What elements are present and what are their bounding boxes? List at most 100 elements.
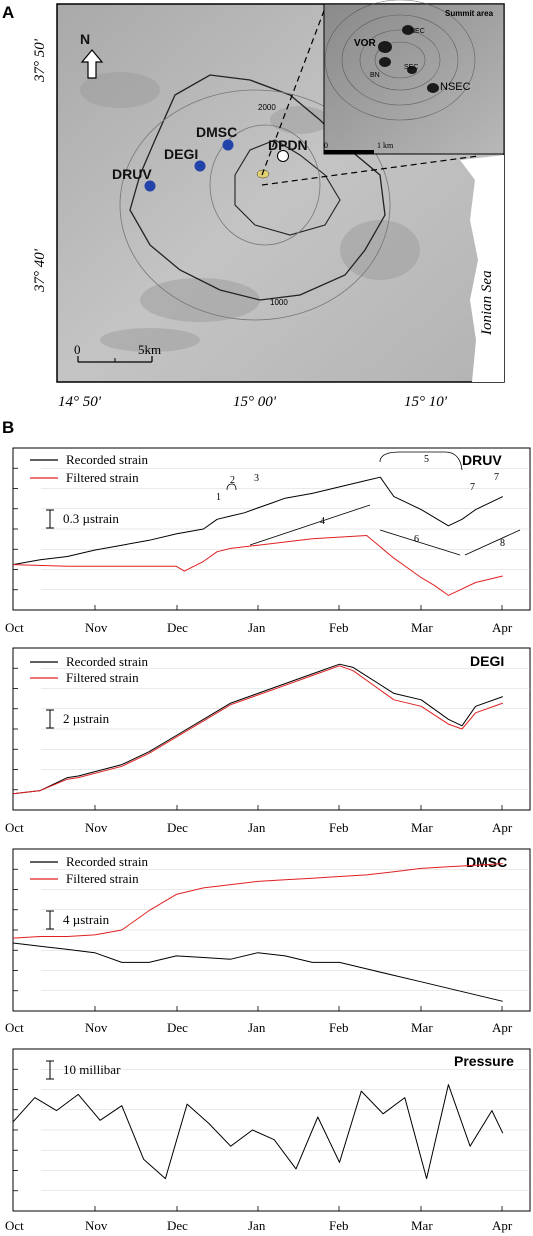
station-dmsc-label: DMSC xyxy=(196,124,237,140)
scale-end: 5km xyxy=(138,342,161,357)
terrain-shading xyxy=(80,72,420,352)
contour-2000 xyxy=(209,124,321,246)
panel-label-a: A xyxy=(2,3,14,22)
x-tick-label: Feb xyxy=(329,820,349,835)
series-pressure xyxy=(12,1084,504,1180)
x-tick-label: Dec xyxy=(167,1020,188,1035)
contour-label-2000: 2000 xyxy=(258,103,276,112)
lava-field-boundary xyxy=(129,74,386,301)
x-tick-label: Oct xyxy=(5,1020,24,1035)
panel-label-b: B xyxy=(2,418,14,437)
event-brace-2 xyxy=(226,483,237,491)
x-tick-label: Jan xyxy=(248,620,266,635)
event-label-6: 6 xyxy=(414,534,419,545)
x-tick-label: Dec xyxy=(167,620,188,635)
x-tick-label: Nov xyxy=(85,820,108,835)
legend-dmsc: Recorded strain Filtered strain xyxy=(30,854,148,886)
station-dpdn-marker xyxy=(277,150,289,162)
event-label-5: 5 xyxy=(424,454,429,465)
scale-label: 4 µstrain xyxy=(63,912,110,927)
x-tick-label: Mar xyxy=(411,820,433,835)
series-recorded-strain xyxy=(12,942,503,1002)
legend-dmsc-recorded: Recorded strain xyxy=(66,854,148,869)
event-label-3: 3 xyxy=(254,473,259,484)
x-tick-label: Feb xyxy=(329,1020,349,1035)
station-dmsc-marker xyxy=(222,139,234,151)
summit-inset: Summit area VOR BN NEC SEC NSEC 0 1 km xyxy=(323,0,505,155)
label-nsec: NSEC xyxy=(440,81,471,93)
inset-scale-bar xyxy=(324,150,374,154)
inset-scale-end: 1 km xyxy=(377,141,394,150)
lat-label-1: 37° 50' xyxy=(32,38,48,83)
chart-degi: Oct Nov Dec Jan Feb Mar Apr DEGI 2 µstrain xyxy=(5,647,531,835)
series-filtered-strain xyxy=(12,665,503,795)
x-tick-label: Dec xyxy=(167,1218,188,1233)
scale-label: 0.3 µstrain xyxy=(63,511,119,526)
lon-label-3: 15° 10' xyxy=(404,394,448,410)
contour-1000 xyxy=(119,89,391,321)
series-filtered-strain xyxy=(12,535,503,596)
lon-label-2: 15° 00' xyxy=(233,394,277,410)
crater-bn xyxy=(379,57,391,67)
lat-label-2: 37° 40' xyxy=(32,248,48,293)
legend-degi-recorded: Recorded strain xyxy=(66,654,148,669)
station-degi-marker xyxy=(194,160,206,172)
lon-label-1: 14° 50' xyxy=(58,394,102,410)
scale-label: 10 millibar xyxy=(63,1062,121,1077)
legend-druv: Recorded strain Filtered strain xyxy=(30,452,148,485)
label-vor: VOR xyxy=(354,38,376,49)
x-tick-label: Oct xyxy=(5,820,24,835)
series-filtered-strain xyxy=(12,863,503,939)
zoom-line-bottom xyxy=(261,155,479,186)
legend-degi: Recorded strain Filtered strain xyxy=(30,654,148,685)
chart-druv: Oct Nov Dec Jan Feb Mar Apr DRUV 0.3 µstrain xyxy=(5,447,531,635)
x-tick-label: Nov xyxy=(85,1020,108,1035)
crater-nsec xyxy=(427,83,439,93)
crater-vor xyxy=(378,41,392,53)
inset-title: Summit area xyxy=(445,9,494,18)
x-tick-label: Mar xyxy=(411,1020,433,1035)
druv-event-annotations: 1 2 3 4 5 6 7 7 8 xyxy=(216,451,521,556)
chart-title: DRUV xyxy=(462,452,502,468)
event-label-7a: 7 xyxy=(470,482,475,493)
legend-degi-filtered: Filtered strain xyxy=(66,670,139,685)
station-druv-marker xyxy=(144,180,156,192)
x-tick-label: Apr xyxy=(492,1020,513,1035)
x-tick-label: Apr xyxy=(492,1218,513,1233)
legend-druv-recorded: Recorded strain xyxy=(66,452,148,467)
chart-dmsc: Oct Nov Dec Jan Feb Mar Apr DMSC 4 µstrain xyxy=(5,848,531,1035)
x-tick-label: Feb xyxy=(329,1218,349,1233)
label-sec: SEC xyxy=(404,64,418,71)
label-bn: BN xyxy=(370,72,380,79)
chart-title: Pressure xyxy=(454,1053,514,1069)
inset-contours xyxy=(324,0,476,121)
x-tick-label: Dec xyxy=(167,820,188,835)
summit-boundary xyxy=(234,139,341,236)
event-label-1: 1 xyxy=(216,492,221,503)
north-arrow-icon xyxy=(80,49,104,79)
charts-container: Oct Nov Dec Jan Feb Mar Apr DRUV 0.3 µstrain Oct N… xyxy=(5,447,531,1233)
station-degi-label: DEGI xyxy=(164,146,198,162)
chart-title: DEGI xyxy=(470,653,504,669)
event-arrow-6 xyxy=(379,529,461,556)
event-brace-5 xyxy=(379,451,463,471)
north-label: N xyxy=(80,31,90,47)
scale-start: 0 xyxy=(74,342,81,357)
sea-label: Ionian Sea xyxy=(479,270,495,336)
x-tick-label: Jan xyxy=(248,1218,266,1233)
x-tick-label: Oct xyxy=(5,620,24,635)
x-tick-label: Feb xyxy=(329,620,349,635)
contour-label-1000: 1000 xyxy=(270,298,288,307)
station-dpdn-label: DPDN xyxy=(268,137,308,153)
event-label-8: 8 xyxy=(500,538,505,549)
x-tick-label: Jan xyxy=(248,1020,266,1035)
sea-area xyxy=(460,155,504,382)
chart-title: DMSC xyxy=(466,854,507,870)
inset-frame xyxy=(323,3,505,155)
map-panel: 2000 1000 DRUV DEGI DMSC DPDN N 0 5km Io… xyxy=(32,0,505,410)
x-tick-label: Jan xyxy=(248,820,266,835)
inset-scale-start: 0 xyxy=(324,141,328,150)
scale-label: 2 µstrain xyxy=(63,711,110,726)
chart-pressure: Oct Nov Dec Jan Feb Mar Apr Pressure 10 millibar xyxy=(5,1048,531,1233)
